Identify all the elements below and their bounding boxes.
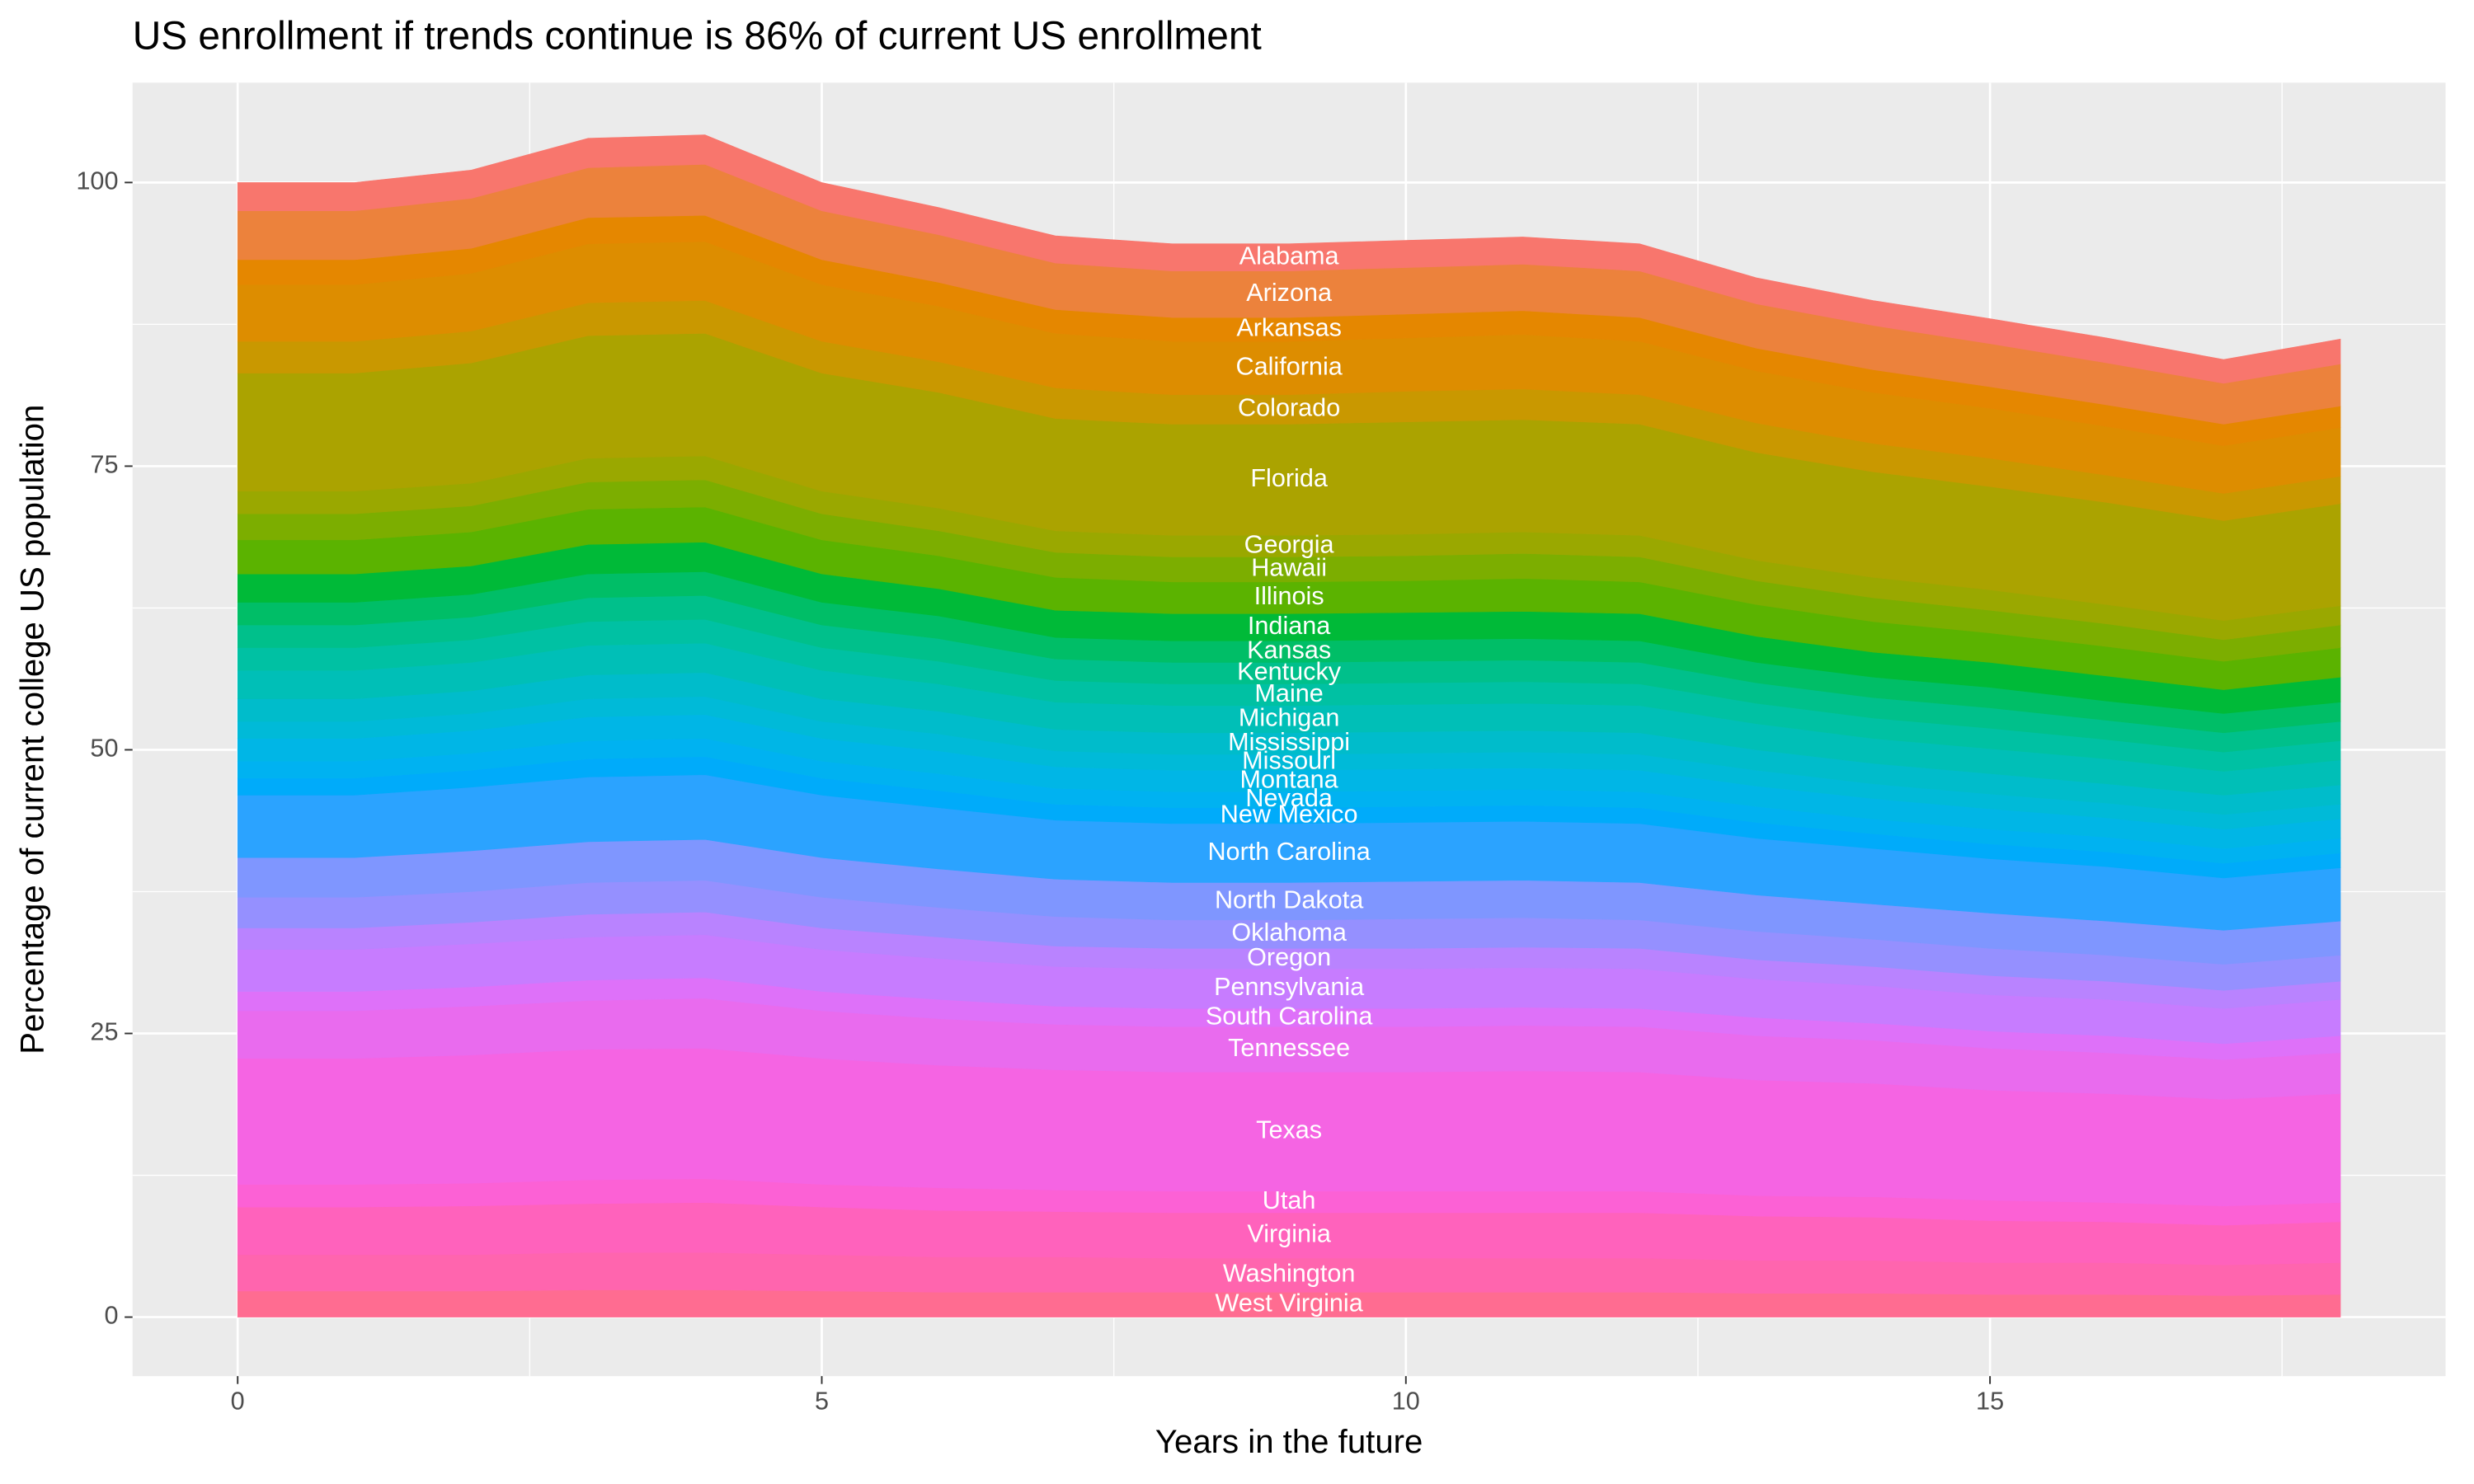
x-tick-label: 5 [815,1388,829,1416]
area-label: Pennsylvania [1214,973,1365,1001]
x-tick-label: 0 [231,1388,245,1416]
area-label: Arizona [1246,279,1333,307]
area-label: Florida [1250,464,1329,492]
areas [237,134,2341,1317]
area-label: New Mexico [1221,800,1358,828]
area-label: Hawaii [1251,554,1327,582]
area-label: Tennessee [1228,1034,1350,1062]
area-label: North Carolina [1207,838,1371,866]
x-axis-title: Years in the future [1155,1423,1423,1460]
axes: 0 5 10 15 0 25 50 75 100 [76,167,2004,1415]
area-label: Indiana [1248,612,1331,640]
area-label: Utah [1263,1186,1316,1214]
y-axis-title: Percentage of current college US populat… [14,405,51,1054]
area-label: Texas [1256,1116,1322,1144]
area-label: Washington [1223,1260,1356,1288]
y-tick-label: 50 [90,735,118,763]
area-label: Virginia [1247,1220,1332,1248]
area-label: Mississippi [1228,728,1350,756]
area-label: California [1235,352,1343,380]
area-label: Colorado [1238,394,1340,422]
x-tick-label: 10 [1392,1388,1420,1416]
area-label: Oregon [1247,943,1331,971]
area-label: Michigan [1239,703,1340,731]
area-label: North Dakota [1215,885,1364,913]
y-tick-label: 0 [104,1302,118,1330]
y-tick-label: 100 [76,167,118,195]
area-label: Alabama [1239,242,1340,270]
area-label: Nevada [1245,784,1333,812]
area-label: Kansas [1247,636,1331,665]
area-label: Georgia [1244,531,1335,559]
x-tick-label: 15 [1976,1388,2004,1416]
area-label: Arkansas [1236,314,1342,342]
area [237,134,2341,384]
area-label: Oklahoma [1231,918,1347,946]
y-tick-label: 25 [90,1018,118,1046]
area-label: Montana [1240,765,1339,793]
chart-title: US enrollment if trends continue is 86% … [133,14,1262,58]
area-label: Missouri [1242,747,1336,775]
area-label: West Virginia [1216,1289,1364,1317]
y-tick-label: 75 [90,451,118,479]
area-label: Maine [1254,679,1323,707]
area-label: Illinois [1254,582,1324,610]
area-label: Kentucky [1237,658,1342,686]
area-label: South Carolina [1206,1002,1373,1030]
